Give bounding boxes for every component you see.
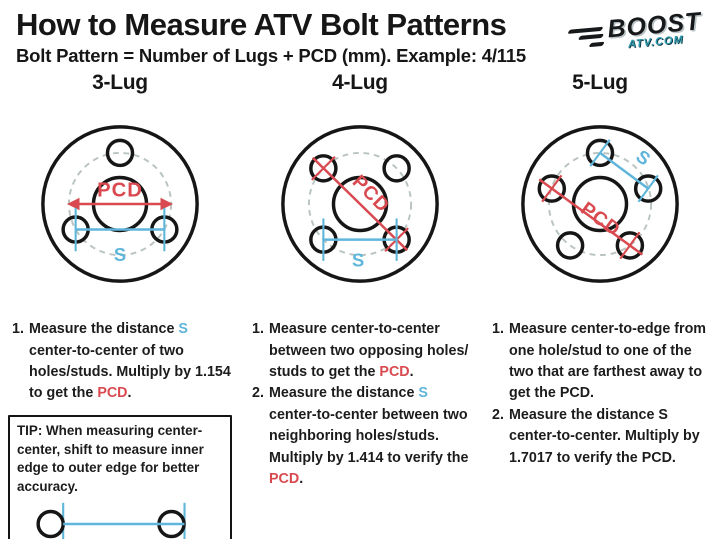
instruction-step: 2. Measure the distance S center-to-cent… — [252, 383, 474, 490]
lug-hole — [633, 174, 663, 203]
instructions-3lug: 1. Measure the distance S center-to-cent… — [12, 319, 234, 405]
step-text-segment: Measure center-to-center between two opp… — [269, 321, 469, 380]
pcd-circle-dashed — [307, 152, 413, 257]
s-label: S — [114, 244, 126, 265]
instructions-4lug: 1. Measure center-to-center between two … — [252, 319, 474, 491]
lug-hole — [105, 138, 135, 168]
step-number: 1. — [12, 321, 24, 338]
lug-hole — [615, 231, 645, 260]
pcd-circle-dashed — [547, 152, 653, 257]
pcd-tick — [619, 231, 641, 260]
instruction-step: 1. Measure the distance S center-to-cent… — [12, 319, 234, 405]
step-text-segment: S — [418, 385, 428, 402]
s-tick — [637, 174, 659, 203]
s-label: S — [352, 250, 364, 271]
step-text-segment: PCD — [97, 385, 128, 402]
step-text: Measure the distance S center-to-center … — [29, 319, 234, 405]
step-text-segment: Measure the distance — [29, 321, 179, 338]
step-number: 1. — [252, 321, 264, 338]
step-number: 2. — [252, 385, 264, 402]
arrowhead-left-icon — [66, 197, 80, 211]
lug-hole — [537, 174, 567, 203]
step-text-segment: S — [178, 321, 188, 338]
speed-line — [578, 33, 605, 40]
lug-hole — [309, 154, 338, 183]
lug-hole — [585, 138, 615, 168]
page-title: How to Measure ATV Bolt Patterns — [16, 7, 507, 42]
s-measure-line — [599, 151, 649, 190]
columns: 3-Lug PCD S 1. Measure the — [0, 71, 720, 539]
diagram-heading-4lug: 4-Lug — [332, 71, 388, 95]
page-subtitle: Bolt Pattern = Number of Lugs + PCD (mm)… — [16, 45, 527, 67]
arrowhead-right-icon — [160, 197, 174, 211]
tip-measure-diagram — [36, 502, 186, 539]
lug-hole — [382, 154, 411, 183]
column-5-lug: 5-Lug S PCD 1. — [480, 71, 720, 539]
step-text-segment: . — [299, 471, 304, 488]
boostatv-logo: BOOST ATV.COM — [567, 7, 703, 55]
step-text-segment: Measure the distance — [269, 385, 419, 402]
s-tick — [589, 139, 611, 167]
pcd-label: PCD — [97, 179, 143, 201]
step-text-segment: Measure center-to-edge from one hole/stu… — [509, 321, 707, 402]
step-text-segment: center-to-center of two holes/studs. Mul… — [29, 342, 231, 402]
step-text-segment: . — [409, 363, 414, 380]
diagram-heading-5lug: 5-Lug — [572, 71, 628, 95]
lug-hole — [36, 509, 65, 539]
column-3-lug: 3-Lug PCD S 1. Measure the — [0, 71, 240, 539]
speed-line — [567, 26, 604, 34]
step-text-segment: Measure the distance S center-to-center.… — [509, 406, 700, 466]
step-text-segment: PCD — [379, 363, 410, 380]
instruction-step: 2. Measure the distance S center-to-cent… — [492, 405, 714, 469]
pcd-tick — [541, 174, 563, 203]
bolt-pattern-diagram-3lug: PCD S — [41, 125, 199, 283]
lug-hole — [555, 231, 585, 260]
step-text-segment: . — [127, 385, 132, 402]
pcd-tick — [311, 156, 336, 181]
logo-text: BOOST ATV.COM — [606, 7, 703, 52]
step-text: Measure center-to-center between two opp… — [269, 319, 474, 383]
header: How to Measure ATV Bolt Patterns Bolt Pa… — [0, 0, 720, 67]
speed-line — [588, 41, 605, 47]
instruction-step: 1. Measure center-to-edge from one hole/… — [492, 319, 714, 405]
tip-text: TIP: When measuring center-center, shift… — [17, 422, 204, 495]
step-text: Measure the distance S center-to-center.… — [509, 405, 714, 469]
bolt-pattern-diagram-5lug: S PCD — [521, 125, 679, 283]
step-number: 2. — [492, 406, 504, 423]
pcd-measure-line — [311, 156, 409, 252]
step-text: Measure center-to-edge from one hole/stu… — [509, 319, 714, 405]
step-text: Measure the distance S center-to-center … — [269, 383, 474, 490]
instruction-step: 1. Measure center-to-center between two … — [252, 319, 474, 383]
step-text-segment: center-to-center between two neighboring… — [269, 406, 469, 466]
bolt-pattern-diagram-4lug: PCD S — [281, 125, 439, 283]
step-number: 1. — [492, 321, 504, 338]
diagram-heading-3lug: 3-Lug — [92, 71, 148, 95]
step-text-segment: PCD — [269, 471, 300, 488]
instructions-5lug: 1. Measure center-to-edge from one hole/… — [492, 319, 714, 469]
column-4-lug: 4-Lug PCD S 1. Me — [240, 71, 480, 539]
title-block: How to Measure ATV Bolt Patterns Bolt Pa… — [16, 7, 527, 67]
tip-box: TIP: When measuring center-center, shift… — [8, 414, 232, 539]
speed-lines-icon — [567, 23, 605, 52]
pcd-measure-line — [538, 178, 644, 256]
